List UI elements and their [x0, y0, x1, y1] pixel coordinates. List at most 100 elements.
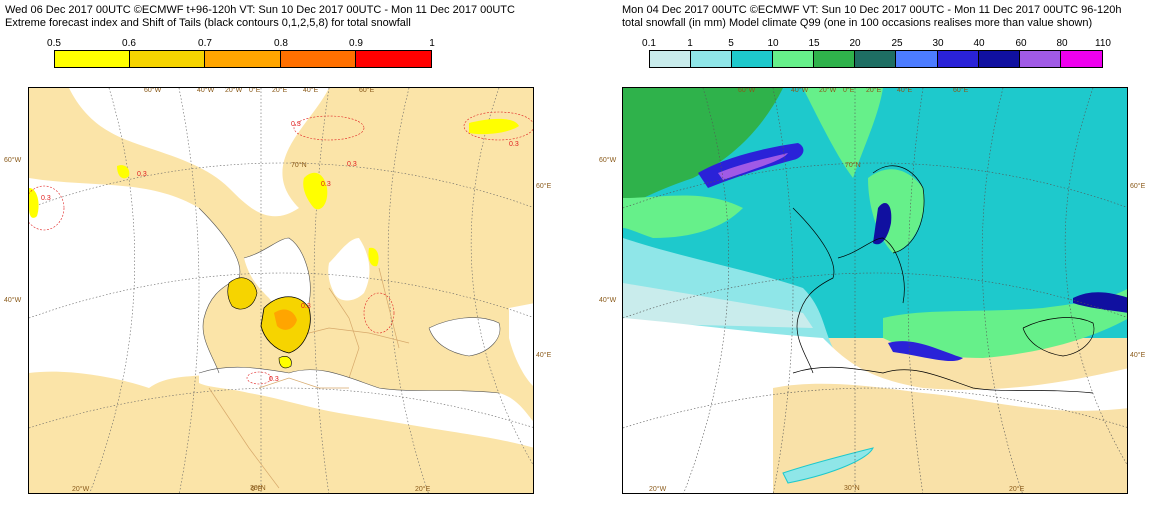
graticule-lines — [623, 88, 1127, 493]
efi-title-line1: Wed 06 Dec 2017 00UTC ©ECMWF t+96-120h V… — [5, 4, 515, 16]
snowfall-legend-label: 80 — [1056, 38, 1068, 49]
lon-label: 60°W — [144, 87, 162, 94]
atlantic-ocean-shape — [29, 178, 240, 388]
lon-label: 0°E — [251, 486, 263, 493]
legend-swatch — [896, 51, 938, 67]
snowfall-bright-green-atlantic — [623, 195, 743, 238]
efi-area-greenland — [117, 165, 130, 179]
legend-swatch — [978, 51, 1020, 67]
efi-area-left-edge — [29, 188, 39, 218]
lon-label: 60°W — [738, 87, 756, 94]
climate-title-line2: total snowfall (in mm) Model climate Q99… — [622, 17, 1093, 29]
snowfall-green-europe — [883, 289, 1127, 358]
coastlines — [792, 165, 1095, 394]
lon-label: 20°E — [272, 87, 288, 94]
legend-swatch — [280, 51, 356, 67]
efi-area-baltic-states — [368, 247, 379, 267]
snowfall-legend-label: 25 — [891, 38, 903, 49]
legend-swatch — [814, 51, 856, 67]
efi-dashed-contours — [29, 111, 533, 385]
efi-legend-swatches — [54, 50, 432, 68]
snowfall-legend-label: 110 — [1095, 38, 1111, 49]
efi-area-norway — [303, 172, 328, 210]
snowfall-legend-label: 20 — [849, 38, 861, 49]
efi-title-line2: Extreme forecast index and Shift of Tail… — [5, 17, 411, 29]
legend-swatch — [1060, 51, 1102, 67]
snowfall-map-graphic — [623, 88, 1127, 493]
lon-label: 60°E — [359, 87, 375, 94]
contour-value: 0.3 — [347, 161, 357, 168]
snowfall-climate-panel: Mon 04 Dec 2017 00UTC ©ECMWF VT: Sun 10 … — [577, 0, 1154, 509]
efi-legend-label: 0.8 — [274, 38, 288, 49]
lat-label: 30°N — [844, 485, 860, 492]
efi-area-benelux-core — [274, 309, 297, 330]
contour-value: 0.3 — [321, 181, 331, 188]
snowfall-legend-label: 0.1 — [642, 38, 656, 49]
north-africa-land — [773, 383, 1127, 493]
legend-swatch — [691, 51, 733, 67]
legend-swatch — [855, 51, 897, 67]
efi-area-alps — [278, 356, 292, 369]
lon-label: 20°E — [866, 87, 882, 94]
lon-label: 20°W — [649, 486, 667, 493]
arctic-sea-shape — [69, 88, 329, 217]
lat-label: 70°N — [291, 162, 307, 169]
efi-colorbar-legend: 0.5 0.6 0.7 0.8 0.9 1 — [47, 38, 435, 68]
efi-map: 0.3 0.3 0.3 0.3 0.3 0.3 0.3 0.3 60°W 40°… — [28, 87, 534, 494]
lon-label: 20°W — [819, 87, 837, 94]
lon-label: 40°W — [197, 87, 215, 94]
efi-shaded-areas — [29, 118, 519, 369]
country-borders — [208, 267, 410, 489]
snowfall-alps-heavy — [888, 341, 963, 362]
legend-swatch — [650, 51, 692, 67]
lon-label: 40°W — [791, 87, 809, 94]
legend-swatch — [355, 51, 431, 67]
lon-label: 60°E — [953, 87, 969, 94]
lon-label: 40°E — [897, 87, 913, 94]
snowfall-climate-map: 60°W 40°W 20°W 0°E 20°E 40°E 60°E 20°W 3… — [622, 87, 1128, 494]
climate-title-line1: Mon 04 Dec 2017 00UTC ©ECMWF VT: Sun 10 … — [622, 4, 1122, 16]
snowfall-legend-label: 40 — [973, 38, 985, 49]
lon-label: 0°E — [843, 87, 855, 94]
lat-label: 60°W — [4, 157, 22, 164]
coastlines — [198, 207, 501, 394]
mediterranean-sea-shape — [199, 367, 533, 448]
north-sea-shape — [244, 238, 311, 310]
efi-area-arctic — [469, 118, 519, 135]
baltic-sea-shape — [328, 238, 370, 301]
legend-swatch — [1019, 51, 1061, 67]
contour-value: 0.3 — [269, 376, 279, 383]
efi-area-british-isles — [227, 277, 258, 310]
snowfall-legend-swatches — [649, 50, 1103, 68]
lat-label: 60°E — [536, 183, 552, 190]
efi-legend-labels: 0.5 0.6 0.7 0.8 0.9 1 — [47, 38, 435, 50]
graticule-lines — [29, 88, 533, 493]
snowfall-legend-label: 15 — [808, 38, 820, 49]
lat-label: 40°W — [4, 297, 22, 304]
legend-swatch — [205, 51, 281, 67]
lat-label: 60°W — [599, 157, 617, 164]
contour-value: 0.3 — [137, 171, 147, 178]
legend-swatch — [130, 51, 206, 67]
lon-label: 20°W — [225, 87, 243, 94]
snowfall-legend-label: 60 — [1015, 38, 1027, 49]
snowfall-greenland-extreme — [718, 153, 788, 180]
lat-label: 40°W — [599, 297, 617, 304]
efi-legend-label: 0.6 — [122, 38, 136, 49]
lon-label: 0°E — [249, 87, 261, 94]
snowfall-legend-label: 30 — [932, 38, 944, 49]
contour-value: 0.3 — [41, 195, 51, 202]
legend-swatch — [773, 51, 815, 67]
snowfall-legend-label: 5 — [728, 38, 734, 49]
lat-label: 30°N — [250, 485, 266, 492]
snowfall-bright-green-arctic — [803, 88, 883, 178]
contour-value: 0.3 — [509, 141, 519, 148]
efi-legend-label: 0.9 — [349, 38, 363, 49]
snowfall-legend-labels: 0.1 1 5 10 15 20 25 30 40 60 80 110 — [642, 38, 1111, 50]
snowfall-atlas — [782, 447, 874, 484]
contour-labels: 0.3 0.3 0.3 0.3 0.3 0.3 0.3 0.3 — [41, 121, 519, 383]
lon-label: 20°E — [415, 486, 431, 493]
lon-label: 20°E — [1009, 486, 1025, 493]
contour-value: 0.3 — [301, 303, 311, 310]
efi-legend-label: 0.7 — [198, 38, 212, 49]
